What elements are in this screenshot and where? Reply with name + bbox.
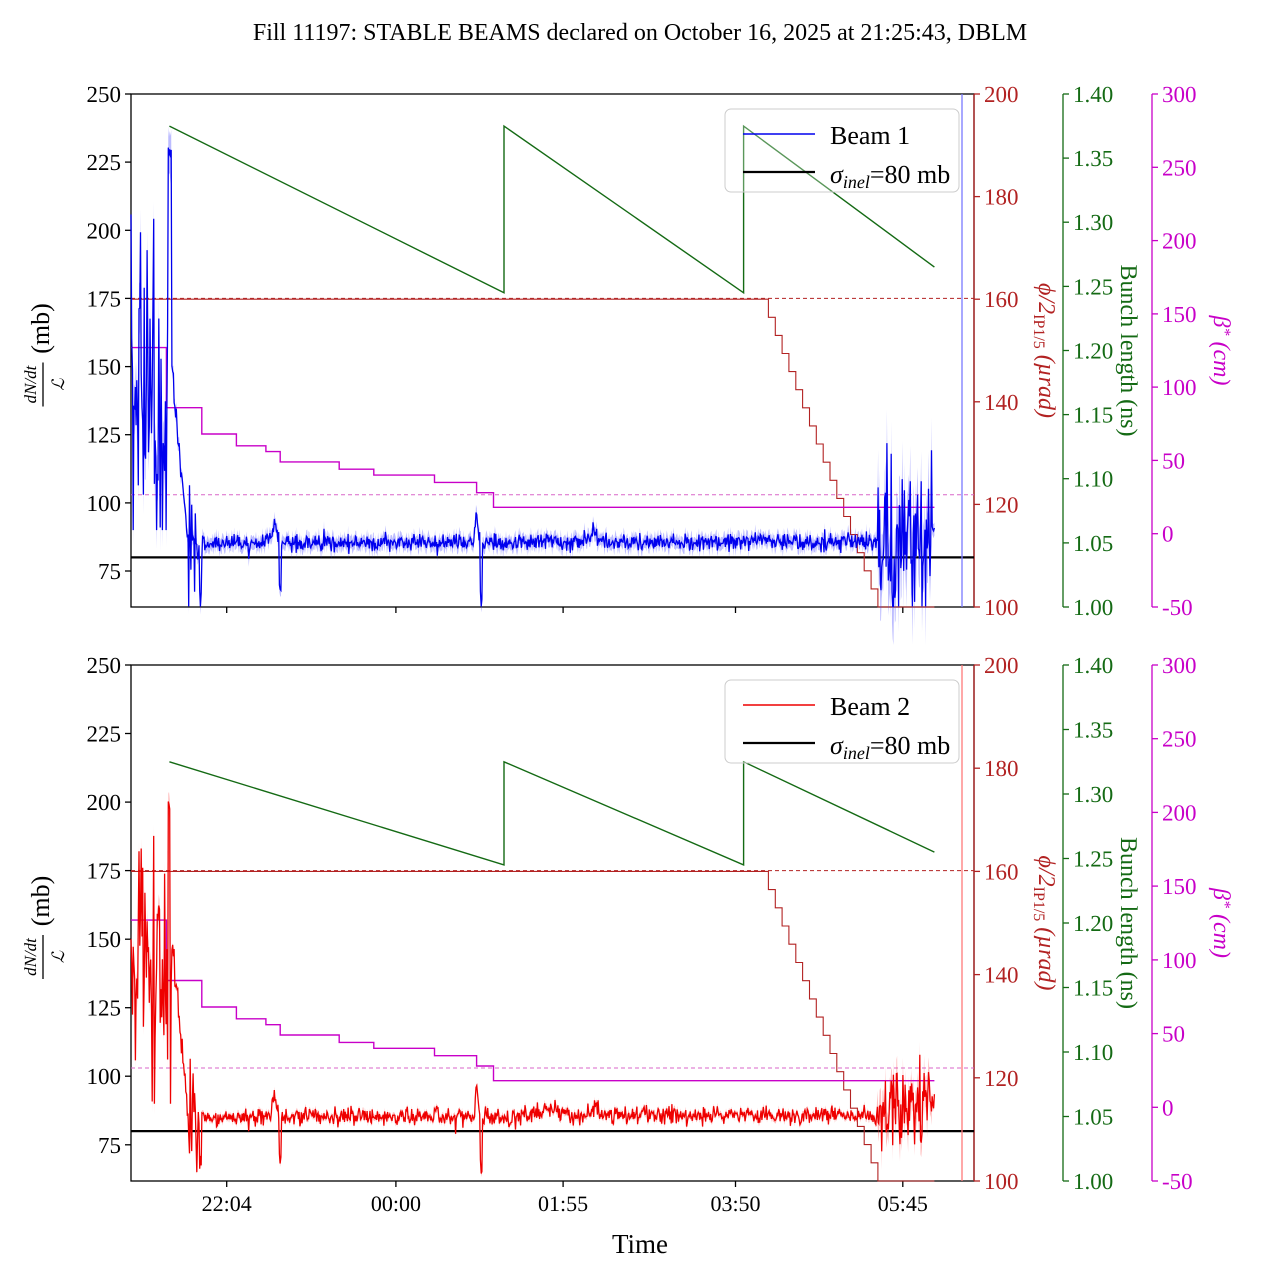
svg-text:125: 125	[87, 423, 122, 448]
svg-text:01:55: 01:55	[538, 1191, 588, 1216]
svg-text:300: 300	[1162, 653, 1197, 678]
svg-text:140: 140	[984, 963, 1019, 988]
svg-text:150: 150	[87, 927, 122, 952]
svg-text:75: 75	[98, 559, 121, 584]
svg-text:180: 180	[984, 756, 1019, 781]
svg-text:100: 100	[1162, 375, 1197, 400]
svg-text:200: 200	[87, 218, 122, 243]
svg-text:(mb): (mb)	[26, 303, 55, 354]
svg-text:β* (cm): β* (cm)	[1208, 315, 1234, 386]
svg-text:1.20: 1.20	[1073, 911, 1113, 936]
svg-text:Beam 1: Beam 1	[830, 121, 910, 150]
svg-text:1.20: 1.20	[1073, 339, 1113, 364]
svg-text:ϕ/2IP1/5 (µrad): ϕ/2IP1/5 (µrad)	[1030, 283, 1059, 418]
svg-text:1.35: 1.35	[1073, 718, 1113, 743]
svg-text:1.00: 1.00	[1073, 595, 1113, 620]
svg-text:175: 175	[87, 859, 122, 884]
svg-text:0: 0	[1162, 1095, 1174, 1120]
svg-text:Bunch length (ns): Bunch length (ns)	[1115, 265, 1141, 437]
svg-text:1.40: 1.40	[1073, 653, 1113, 678]
svg-text:1.30: 1.30	[1073, 210, 1113, 235]
svg-text:250: 250	[1162, 155, 1197, 180]
svg-text:50: 50	[1162, 448, 1185, 473]
svg-text:200: 200	[1162, 229, 1197, 254]
svg-text:300: 300	[1162, 82, 1197, 107]
svg-text:1.40: 1.40	[1073, 82, 1113, 107]
svg-text:1.00: 1.00	[1073, 1169, 1113, 1194]
svg-text:150: 150	[87, 355, 122, 380]
svg-text:100: 100	[87, 491, 122, 516]
svg-text:ℒ: ℒ	[49, 378, 68, 391]
svg-text:120: 120	[984, 1066, 1019, 1091]
svg-text:1.15: 1.15	[1073, 403, 1113, 428]
svg-text:1.05: 1.05	[1073, 1105, 1113, 1130]
svg-text:200: 200	[984, 82, 1019, 107]
svg-text:22:04: 22:04	[202, 1191, 252, 1216]
svg-text:120: 120	[984, 492, 1019, 517]
svg-text:175: 175	[87, 286, 122, 311]
svg-text:1.05: 1.05	[1073, 531, 1113, 556]
svg-text:Bunch length (ns): Bunch length (ns)	[1115, 837, 1141, 1009]
svg-text:75: 75	[98, 1133, 121, 1158]
svg-text:50: 50	[1162, 1022, 1185, 1047]
svg-text:(mb): (mb)	[26, 876, 55, 927]
svg-text:225: 225	[87, 722, 122, 747]
svg-text:00:00: 00:00	[371, 1191, 421, 1216]
svg-text:100: 100	[984, 1169, 1019, 1194]
svg-text:1.10: 1.10	[1073, 1040, 1113, 1065]
svg-text:225: 225	[87, 150, 122, 175]
svg-text:ℒ: ℒ	[49, 950, 68, 963]
svg-text:250: 250	[1162, 727, 1197, 752]
svg-text:100: 100	[984, 595, 1019, 620]
svg-text:160: 160	[984, 287, 1019, 312]
svg-text:dN/dt: dN/dt	[21, 364, 40, 403]
svg-text:250: 250	[87, 82, 122, 107]
svg-text:03:50: 03:50	[710, 1191, 760, 1216]
svg-text:200: 200	[87, 790, 122, 815]
svg-text:ϕ/2IP1/5 (µrad): ϕ/2IP1/5 (µrad)	[1030, 856, 1059, 991]
svg-text:125: 125	[87, 996, 122, 1021]
svg-text:100: 100	[87, 1064, 122, 1089]
svg-text:dN/dt: dN/dt	[21, 937, 40, 976]
svg-text:0: 0	[1162, 522, 1174, 547]
svg-text:250: 250	[87, 653, 122, 678]
svg-text:160: 160	[984, 859, 1019, 884]
svg-text:-50: -50	[1162, 595, 1193, 620]
svg-text:200: 200	[984, 653, 1019, 678]
svg-text:1.35: 1.35	[1073, 146, 1113, 171]
svg-text:Beam 2: Beam 2	[830, 692, 910, 721]
svg-text:05:45: 05:45	[878, 1191, 928, 1216]
svg-text:1.30: 1.30	[1073, 782, 1113, 807]
svg-text:1.25: 1.25	[1073, 847, 1113, 872]
svg-text:-50: -50	[1162, 1169, 1193, 1194]
svg-text:150: 150	[1162, 874, 1197, 899]
svg-text:1.25: 1.25	[1073, 274, 1113, 299]
svg-text:β* (cm): β* (cm)	[1208, 887, 1234, 958]
svg-text:100: 100	[1162, 948, 1197, 973]
svg-text:150: 150	[1162, 302, 1197, 327]
svg-text:1.10: 1.10	[1073, 467, 1113, 492]
svg-text:200: 200	[1162, 800, 1197, 825]
svg-text:180: 180	[984, 185, 1019, 210]
svg-text:140: 140	[984, 390, 1019, 415]
svg-text:1.15: 1.15	[1073, 976, 1113, 1001]
